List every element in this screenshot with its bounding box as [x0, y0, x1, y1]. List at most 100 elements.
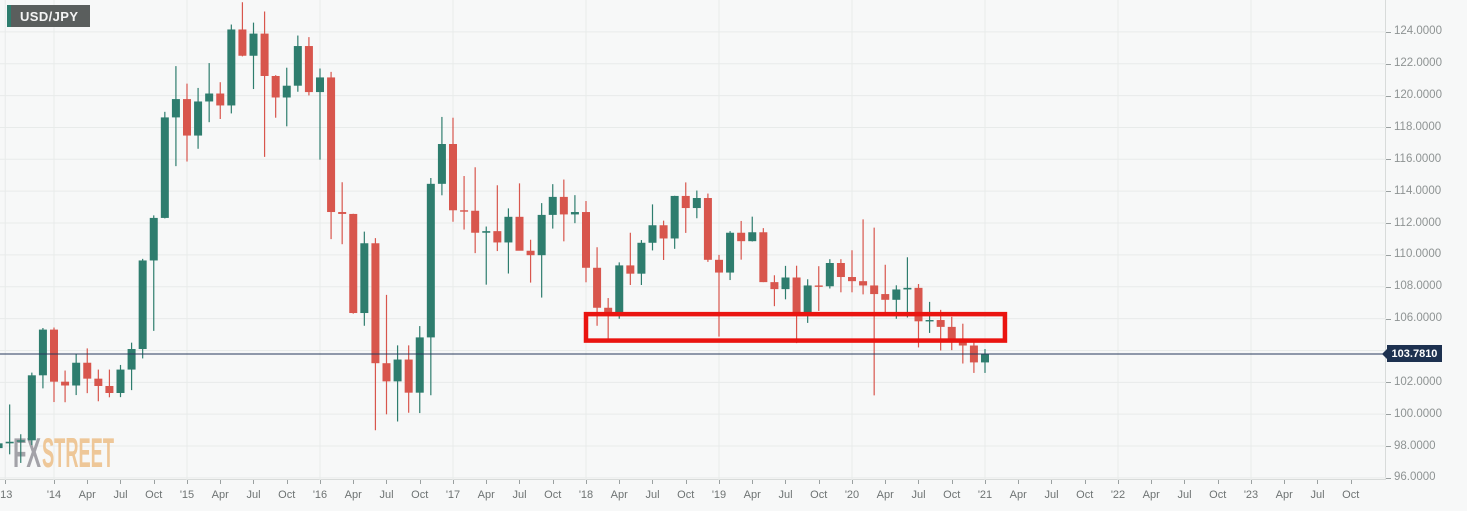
candlestick-svg[interactable]: FX STREET [0, 0, 1386, 480]
time-tick-label: Oct [810, 489, 828, 501]
price-tick-label: 120.0000 [1394, 89, 1442, 102]
candle-body [692, 198, 701, 209]
time-axis-tick [1250, 480, 1252, 484]
candle-body [38, 329, 47, 376]
time-axis-tick [419, 480, 421, 484]
time-axis-tick [851, 480, 853, 484]
time-tick-label: Oct [943, 489, 961, 501]
price-axis-tick [1386, 159, 1391, 161]
candle-body [249, 33, 258, 56]
candle-body [570, 212, 579, 215]
candle-body [892, 289, 901, 300]
candle-body [637, 242, 646, 274]
time-axis-tick [619, 480, 621, 484]
candle-body [670, 195, 679, 239]
candle-body [72, 362, 81, 386]
candle-body [382, 363, 391, 382]
price-tick-label: 96.0000 [1394, 471, 1436, 484]
time-axis-tick [1184, 480, 1186, 484]
price-axis-tick [1386, 446, 1391, 448]
price-tick-label: 124.0000 [1394, 25, 1442, 38]
price-axis-tick [1386, 254, 1391, 256]
time-axis-tick [353, 480, 355, 484]
candle-body [0, 443, 3, 449]
time-tick-label: Oct [1076, 489, 1094, 501]
time-axis[interactable]: '13 '14 Apr Jul Oct '15 Apr Jul Oct '16 Apr Jul Oct '… [0, 480, 1386, 511]
candle-body [925, 320, 934, 322]
candle-body [825, 263, 834, 287]
candle-body [648, 225, 657, 243]
chart-plot-area[interactable]: FX STREET USD/JPY [0, 0, 1386, 480]
time-tick-label: Apr [876, 489, 894, 501]
candle-body [781, 277, 790, 290]
time-axis-tick [153, 480, 155, 484]
candle-body [737, 232, 746, 242]
price-axis-tick [1386, 95, 1391, 97]
candle-body [881, 294, 890, 300]
time-tick-label: Jul [911, 489, 926, 501]
time-axis-tick [885, 480, 887, 484]
price-tick-label: 122.0000 [1394, 57, 1442, 70]
candle-body [260, 33, 269, 76]
candle-body [903, 287, 912, 290]
time-axis-tick [319, 480, 321, 484]
candle-body [493, 231, 502, 243]
time-tick-label: Apr [477, 489, 495, 501]
candle-body [604, 307, 613, 315]
current-price-value: 103.7810 [1391, 347, 1438, 360]
time-tick-label: Jul [113, 489, 128, 501]
price-tick-label: 114.0000 [1394, 184, 1442, 197]
candle-body [94, 378, 103, 386]
candle-body [448, 144, 457, 211]
current-price-label: 103.7810 [1382, 345, 1442, 363]
candle-body [659, 225, 668, 239]
candle-body [393, 359, 402, 382]
time-tick-label: Apr [1142, 489, 1160, 501]
time-tick-label: Jul [1177, 489, 1192, 501]
time-tick-label: Jul [778, 489, 793, 501]
symbol-badge-accent [7, 5, 11, 27]
candle-body [836, 263, 845, 278]
time-tick-label: Oct [145, 489, 163, 501]
candle-body [537, 214, 546, 256]
candle-body [548, 196, 557, 215]
time-tick-label: Apr [211, 489, 229, 501]
candle-body [847, 277, 856, 282]
candle-body [504, 216, 513, 243]
time-tick-label: '17 [445, 489, 461, 501]
candle-body [714, 259, 723, 273]
price-axis-tick [1386, 318, 1391, 320]
candle-body [770, 282, 779, 290]
candle-body [304, 46, 313, 93]
candle-body [182, 99, 191, 136]
price-axis-tick [1386, 127, 1391, 129]
candle-body [327, 77, 336, 213]
price-axis-tick [1386, 286, 1391, 288]
candle-body [681, 195, 690, 209]
candle-body [338, 212, 347, 214]
time-tick-label: '14 [46, 489, 62, 501]
watermark-fx: FX [13, 429, 41, 476]
candle-body [581, 212, 590, 268]
candle-body [404, 359, 413, 393]
time-axis-tick [1051, 480, 1053, 484]
candle-body [482, 231, 491, 233]
price-tick-label: 106.0000 [1394, 312, 1442, 325]
candle-body [437, 144, 446, 184]
time-axis-tick [1018, 480, 1020, 484]
candle-body [349, 213, 358, 314]
time-axis-tick [519, 480, 521, 484]
price-tick-label: 98.0000 [1394, 439, 1436, 452]
candle-body [205, 93, 214, 102]
time-tick-label: Oct [411, 489, 429, 501]
time-axis-tick [220, 480, 222, 484]
price-axis[interactable]: 96.0000 98.0000 100.0000 102.0000 106.0000 10… [1386, 0, 1467, 511]
candle-body [703, 198, 712, 260]
time-tick-label: Oct [677, 489, 695, 501]
price-axis-tick [1386, 414, 1391, 416]
time-tick-label: Apr [1009, 489, 1027, 501]
candle-body [138, 260, 147, 350]
time-tick-label: Apr [78, 489, 96, 501]
candle-body [559, 196, 568, 215]
